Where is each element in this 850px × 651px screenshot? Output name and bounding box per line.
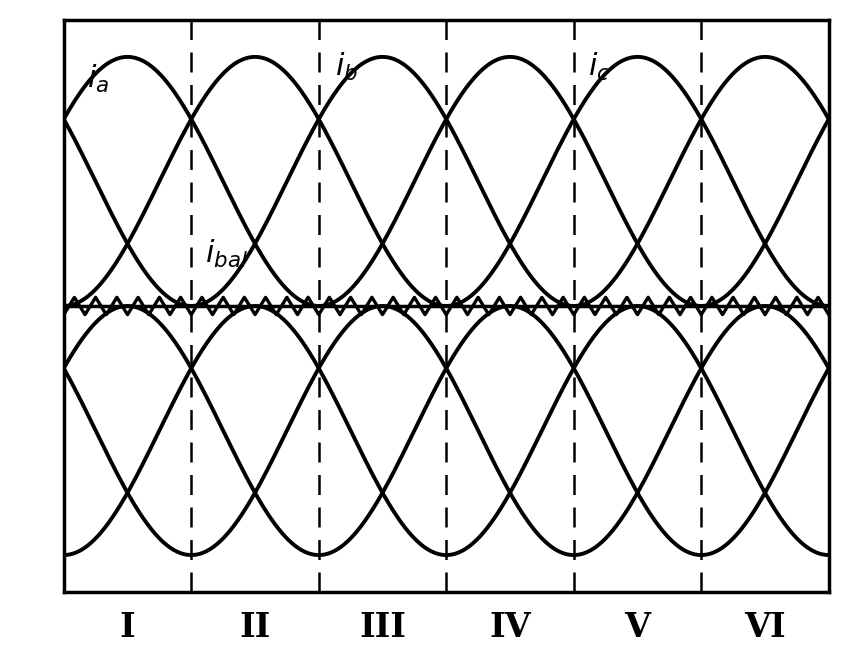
Text: $i_c$: $i_c$	[588, 51, 609, 83]
Text: $i_{bal}$: $i_{bal}$	[206, 238, 248, 270]
Text: $i_b$: $i_b$	[335, 51, 359, 83]
Text: II: II	[240, 611, 270, 644]
Text: $i_a$: $i_a$	[87, 63, 109, 95]
Text: VI: VI	[745, 611, 785, 644]
Text: IV: IV	[490, 611, 530, 644]
Text: I: I	[120, 611, 135, 644]
Text: III: III	[359, 611, 406, 644]
Text: V: V	[625, 611, 650, 644]
